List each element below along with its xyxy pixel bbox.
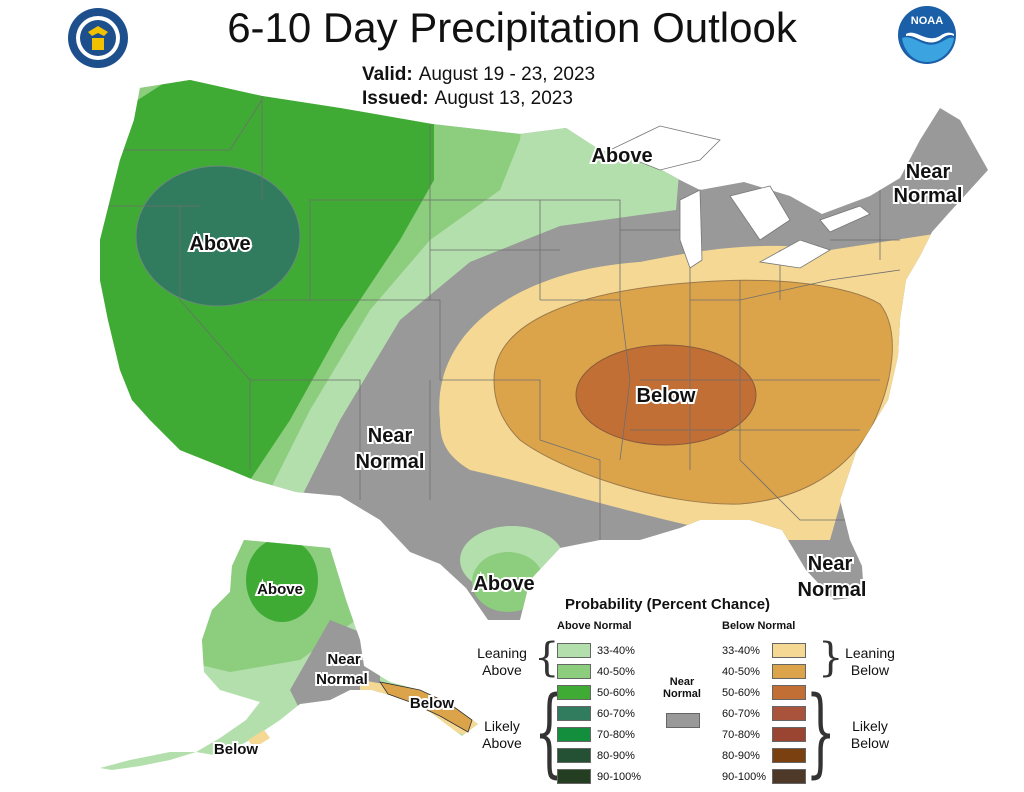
- great-lakes: [609, 125, 871, 269]
- ak-above-50-60: [246, 540, 318, 622]
- leaning-below-line1: Leaning: [845, 645, 895, 661]
- above-60-70-region: [135, 165, 301, 307]
- noaa-logo-icon: NOAA: [898, 6, 956, 64]
- above-range-label: 70-80%: [597, 728, 635, 741]
- noaa-logo-text: NOAA: [911, 15, 943, 27]
- issued-value: August 13, 2023: [434, 88, 573, 109]
- leaning-below-brace: {: [818, 635, 844, 681]
- below-range-label: 70-80%: [722, 728, 760, 741]
- below-legend-row: 70-80%: [722, 727, 806, 742]
- leaning-above-line2: Above: [482, 662, 522, 678]
- valid-value: August 19 - 23, 2023: [418, 64, 596, 85]
- above-range-label: 80-90%: [597, 749, 635, 762]
- below-swatch: [772, 643, 806, 658]
- likely-below-label: Likely Below: [838, 718, 902, 752]
- above-legend-row: 90-100%: [557, 769, 641, 784]
- fl-near-label-1: Near: [808, 553, 853, 575]
- ak-panhandle-below-label: Below: [410, 695, 455, 712]
- above-swatch: [557, 706, 591, 721]
- below-legend-row: 60-70%: [722, 706, 806, 721]
- nw-above-label: Above: [189, 233, 250, 255]
- ak-near-label-1: Near: [327, 651, 361, 668]
- above-swatch: [557, 664, 591, 679]
- above-legend-row: 40-50%: [557, 664, 635, 679]
- likely-above-line1: Likely: [484, 718, 520, 734]
- legend-above-header: Above Normal: [557, 620, 632, 632]
- ak-aleutians-below-label: Below: [214, 741, 259, 758]
- sw-near-label-2: Normal: [356, 451, 425, 473]
- issued-label: Issued:: [362, 88, 429, 109]
- above-swatch: [557, 685, 591, 700]
- ak-near-normal: [290, 620, 380, 710]
- ne-near-label-2: Normal: [894, 185, 963, 207]
- leaning-below-label: Leaning Below: [838, 645, 902, 679]
- legend-title: Probability (Percent Chance): [565, 596, 771, 613]
- above-legend-row: 50-60%: [557, 685, 635, 700]
- below-swatch: [772, 769, 806, 784]
- above-swatch: [557, 748, 591, 763]
- likely-below-brace: {: [805, 676, 836, 788]
- state-borders: [104, 96, 901, 540]
- below-range-label: 90-100%: [722, 770, 767, 783]
- below-50-60-region: [575, 344, 757, 446]
- above-legend-row: 33-40%: [557, 643, 635, 658]
- likely-below-line2: Below: [850, 735, 890, 751]
- near-normal-line2: Normal: [663, 688, 701, 700]
- above-range-label: 40-50%: [597, 665, 635, 678]
- glakes-above-label: Above: [591, 145, 652, 167]
- ak-below-aleutians: [248, 730, 270, 748]
- leaning-below-line2: Below: [850, 662, 890, 678]
- doc-seal-icon: [68, 8, 128, 68]
- below-legend-row: 40-50%: [722, 664, 806, 679]
- ak-panhandle-below: [379, 681, 473, 733]
- below-range-label: 80-90%: [722, 749, 760, 762]
- sw-near-label-1: Near: [368, 425, 413, 447]
- above-swatch: [557, 769, 591, 784]
- below-legend-row: 90-100%: [722, 769, 806, 784]
- ak-near-label-2: Normal: [316, 671, 368, 688]
- legend-below-header: Below Normal: [722, 620, 796, 632]
- above-range-label: 90-100%: [597, 770, 642, 783]
- page-title: 6-10 Day Precipitation Outlook: [227, 4, 797, 51]
- below-range-label: 40-50%: [722, 665, 760, 678]
- below-swatch: [772, 727, 806, 742]
- tx-above-label: Above: [473, 573, 534, 595]
- likely-below-line1: Likely: [852, 718, 888, 734]
- leaning-above-label: Leaning Above: [470, 645, 534, 679]
- below-swatch: [772, 664, 806, 679]
- fl-near-label-2: Normal: [798, 579, 867, 601]
- below-range-label: 50-60%: [722, 686, 760, 699]
- below-range-label: 60-70%: [722, 707, 760, 720]
- above-swatch: [557, 727, 591, 742]
- ak-above-label: Above: [257, 581, 303, 598]
- near-normal-legend-label: Near Normal: [658, 676, 706, 700]
- above-swatch: [557, 643, 591, 658]
- valid-label: Valid:: [362, 64, 413, 85]
- issued-line: Issued: August 13, 2023: [362, 88, 573, 110]
- above-range-label: 50-60%: [597, 686, 635, 699]
- ne-near-label-1: Near: [906, 161, 951, 183]
- below-swatch: [772, 706, 806, 721]
- above-legend-row: 80-90%: [557, 748, 635, 763]
- leaning-above-brace: {: [534, 635, 560, 681]
- below-swatch: [772, 685, 806, 700]
- above-legend-row: 60-70%: [557, 706, 635, 721]
- aleutians: [100, 752, 196, 770]
- below-legend-row: 50-60%: [722, 685, 806, 700]
- likely-above-label: Likely Above: [470, 718, 534, 752]
- near-normal-line1: Near: [669, 676, 695, 688]
- likely-above-line2: Above: [482, 735, 522, 751]
- above-legend-row: 70-80%: [557, 727, 635, 742]
- valid-line: Valid: August 19 - 23, 2023: [362, 64, 595, 86]
- below-legend-row: 33-40%: [722, 643, 806, 658]
- near-normal-swatch: [666, 713, 700, 728]
- below-legend-row: 80-90%: [722, 748, 806, 763]
- above-range-label: 60-70%: [597, 707, 635, 720]
- se-below-label: Below: [637, 385, 696, 407]
- above-range-label: 33-40%: [597, 644, 635, 657]
- below-swatch: [772, 748, 806, 763]
- below-range-label: 33-40%: [722, 644, 760, 657]
- leaning-above-line1: Leaning: [477, 645, 527, 661]
